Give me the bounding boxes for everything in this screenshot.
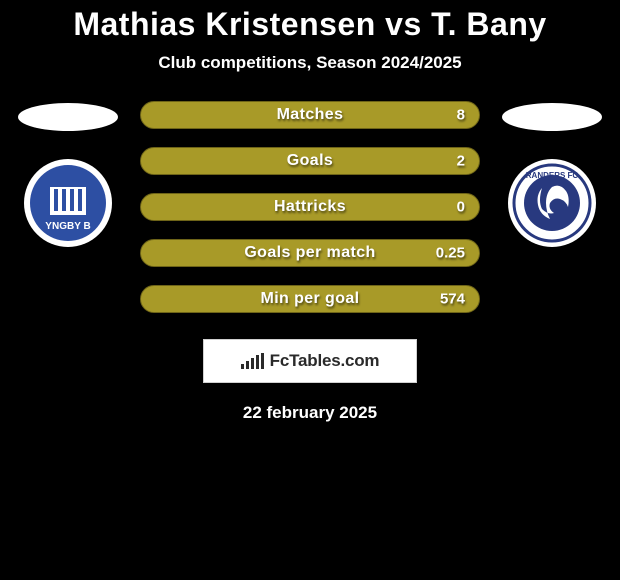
comparison-body: YNGBY B Matches 8 Goals 2 Hattricks 0 Goals pe… xyxy=(0,101,620,313)
brand-attribution[interactable]: FcTables.com xyxy=(203,339,417,383)
page-subtitle: Club competitions, Season 2024/2025 xyxy=(0,53,620,73)
brand-text: FcTables.com xyxy=(270,351,380,371)
player-right-name-oval xyxy=(502,103,602,131)
stats-list: Matches 8 Goals 2 Hattricks 0 Goals per match 0… xyxy=(140,101,480,313)
player-right-column: RANDERS FC xyxy=(502,101,602,247)
stat-label: Min per goal xyxy=(260,290,359,308)
comparison-card: Mathias Kristensen vs T. Bany Club compe… xyxy=(0,0,620,423)
player-right-club-badge: RANDERS FC xyxy=(508,159,596,247)
stat-row: Goals 2 xyxy=(140,147,480,175)
randers-crest-icon: RANDERS FC xyxy=(512,163,592,243)
stat-right-value: 0.25 xyxy=(436,245,465,262)
stat-row: Hattricks 0 xyxy=(140,193,480,221)
stat-right-value: 8 xyxy=(457,107,465,124)
stat-label: Goals per match xyxy=(244,244,375,262)
player-left-column: YNGBY B xyxy=(18,101,118,247)
lyngby-crest-icon: YNGBY B xyxy=(28,163,108,243)
stat-label: Matches xyxy=(277,106,344,124)
stat-right-value: 0 xyxy=(457,199,465,216)
stat-right-value: 2 xyxy=(457,153,465,170)
snapshot-date: 22 february 2025 xyxy=(0,403,620,423)
stat-label: Goals xyxy=(287,152,333,170)
stat-row: Goals per match 0.25 xyxy=(140,239,480,267)
svg-text:RANDERS FC: RANDERS FC xyxy=(526,171,579,180)
page-title: Mathias Kristensen vs T. Bany xyxy=(0,6,620,43)
stat-row: Min per goal 574 xyxy=(140,285,480,313)
player-left-name-oval xyxy=(18,103,118,131)
stat-label: Hattricks xyxy=(274,198,346,216)
stat-right-value: 574 xyxy=(440,291,465,308)
player-left-club-badge: YNGBY B xyxy=(24,159,112,247)
bars-chart-icon xyxy=(241,353,264,369)
svg-text:YNGBY B: YNGBY B xyxy=(45,221,90,232)
stat-row: Matches 8 xyxy=(140,101,480,129)
